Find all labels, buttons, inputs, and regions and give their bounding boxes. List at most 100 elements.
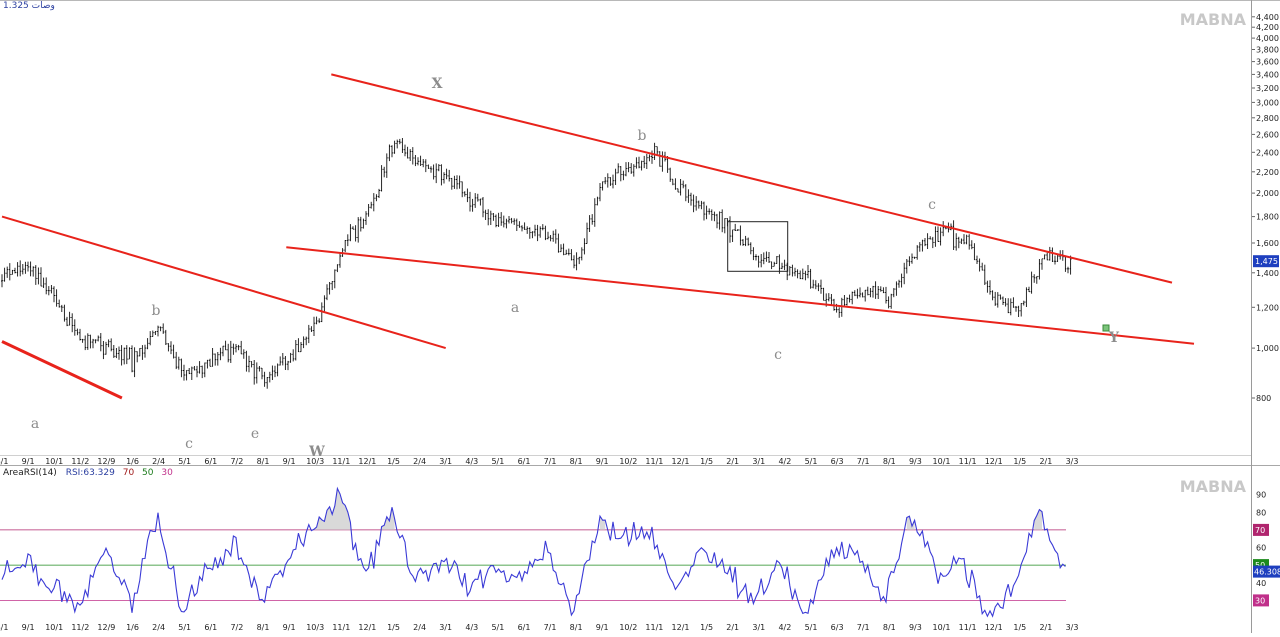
wave-label-c: c [185,436,193,452]
rsi-x-axis-label: 11/1 [332,623,350,632]
price-tick-label: 2,200 [1256,168,1279,177]
wave-label-b: b [638,128,647,144]
x-axis-label: 1/5 [700,457,713,466]
target-marker [1102,324,1110,332]
price-tick-label: 1,600 [1256,239,1279,248]
x-axis-label: 10/1 [933,457,951,466]
price-tick-label: 3,600 [1256,58,1279,67]
rsi-level-70-label: 70 [122,468,135,478]
wave-label-a: a [511,300,519,316]
rsi-x-axis-label: 8/1 [883,623,896,632]
x-axis-label: 11/1 [645,457,663,466]
wave-label-c: c [928,197,936,213]
rsi-tick-label: 80 [1256,508,1266,517]
x-axis-label: 11/1 [959,457,977,466]
trendline-2[interactable] [1,340,123,400]
rsi-x-axis-label: 2/1 [1039,623,1052,632]
price-tick-label: 1,800 [1256,213,1279,222]
rsi-x-axis-label: 3/1 [439,623,452,632]
watermark-price: MABNA [1180,10,1247,29]
rsi-x-axis-label: 6/1 [518,623,531,632]
x-axis-label: 2/4 [152,457,165,466]
wave-label-a: a [31,416,39,432]
rsi-current-value: RSI:63.329 [65,468,115,478]
rsi-x-axis-label: 10/1 [45,623,63,632]
price-tick-label: 4,400 [1256,13,1279,22]
rsi-level-30-badge-label: 30 [1255,596,1265,605]
price-tick-label: 3,800 [1256,46,1279,55]
rsi-x-axis-label: 2/4 [413,623,426,632]
rsi-x-axis-label: 1/5 [700,623,713,632]
chart-info-text: وصات 1.325 [3,1,55,11]
x-axis-label: 2/1 [726,457,739,466]
rsi-x-axis-label: 11/1 [645,623,663,632]
x-axis-label: 2/1 [1039,457,1052,466]
price-tick-label: 4,000 [1256,34,1279,43]
x-axis-label: 9/1 [596,457,609,466]
x-axis-label: 7/1 [544,457,557,466]
rsi-x-axis-label: 10/1 [933,623,951,632]
price-tick-label: 2,600 [1256,130,1279,139]
x-axis-label: 4/3 [465,457,478,466]
rsi-x-axis-label: 7/1 [544,623,557,632]
price-tick-label: 2,800 [1256,114,1279,123]
trendline-4[interactable] [286,246,1195,345]
rsi-x-axis-label: 12/1 [672,623,690,632]
rsi-x-axis-label: 8/1 [0,623,8,632]
price-tick-label: 2,000 [1256,189,1279,198]
last-price-badge [1253,255,1279,268]
x-axis-label: 3/3 [1066,457,1079,466]
x-axis-label: 12/1 [672,457,690,466]
x-axis-label: 1/6 [126,457,139,466]
trendlines[interactable] [1,73,1195,400]
selection-box [727,221,789,272]
rsi-line [1,486,1066,618]
rsi-indicator-name: AreaRSI(14) [3,468,57,478]
rsi-legend: AreaRSI(14) RSI:63.329 70 50 30 [3,468,173,478]
x-axis-label: 8/1 [257,457,270,466]
price-tick-label: 3,400 [1256,70,1279,79]
rsi-level-70-badge [1253,523,1269,536]
rsi-x-axis-label: 7/1 [857,623,870,632]
trendline-1[interactable] [1,215,446,350]
rsi-x-axis-label: 8/1 [257,623,270,632]
rsi-x-axis-label: 7/2 [230,623,243,632]
rsi-x-axis-label: 11/2 [71,623,89,632]
x-axis-label: 11/2 [71,457,89,466]
last-price-label: 1,475 [1255,257,1278,266]
x-axis-label: 12/1 [985,457,1003,466]
rsi-x-axis-label: 3/3 [1066,623,1079,632]
x-axis-label: 8/1 [0,457,8,466]
rsi-tick-label: 40 [1256,579,1266,588]
rsi-x-axis-label: 6/1 [204,623,217,632]
rsi-tick-label: 90 [1256,491,1266,500]
rsi-x-axis-label: 10/3 [306,623,324,632]
x-axis: 8/1 8/1 9/1 9/1 10/1 10/1 11/2 11/2 12/9 12/9 1/6 1… [0,457,1078,632]
rsi-x-axis-label: 2/4 [152,623,165,632]
x-axis-label: 10/3 [306,457,324,466]
x-axis-label: 7/1 [857,457,870,466]
x-axis-label: 6/1 [518,457,531,466]
watermarks: MABNA MABNA [1180,10,1247,496]
rsi-last-value-badge [1253,565,1280,578]
x-axis-label: 12/9 [97,457,115,466]
rsi-x-axis-label: 4/2 [778,623,791,632]
rsi-x-axis-label: 4/3 [465,623,478,632]
price-tick-label: 2,400 [1256,148,1279,157]
rsi-overbought-fill [1034,509,1042,530]
x-axis-label: 5/1 [491,457,504,466]
rsi-level-30-badge [1253,594,1269,607]
rsi-x-axis-label: 9/1 [283,623,296,632]
trendline-3[interactable] [331,73,1173,284]
x-axis-label: 6/1 [204,457,217,466]
x-axis-label: 3/1 [752,457,765,466]
x-axis-label: 9/3 [909,457,922,466]
x-axis-label: 8/1 [570,457,583,466]
wave-label-y: Y [1108,330,1120,346]
rsi-level-30-label: 30 [161,468,173,478]
price-tick-label: 3,200 [1256,84,1279,93]
rsi-x-axis-label: 3/1 [752,623,765,632]
